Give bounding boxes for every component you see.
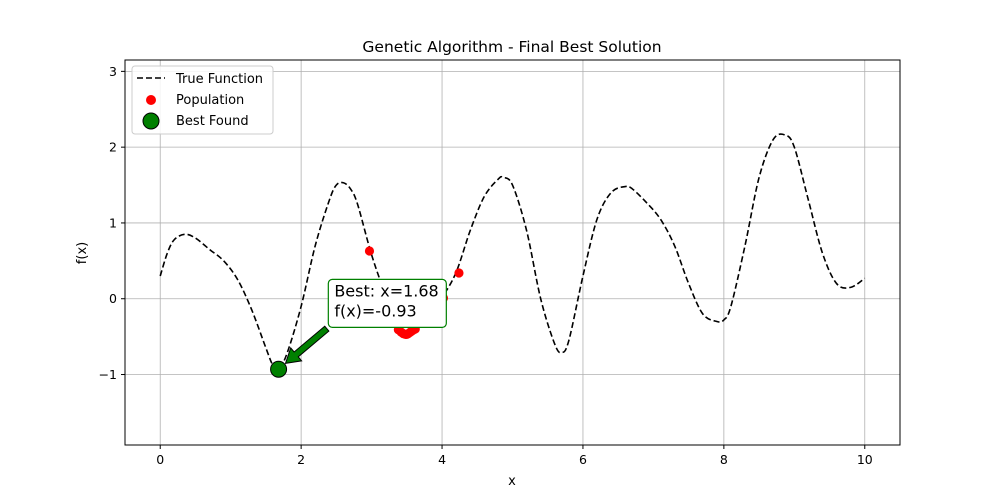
x-axis-label: x — [508, 474, 516, 489]
legend-best-found-swatch — [142, 112, 160, 130]
legend-population-label: Population — [176, 93, 244, 108]
annotation-line-1: Best: x=1.68 — [334, 281, 438, 300]
population-point — [454, 268, 464, 278]
legend-frame — [131, 65, 274, 135]
x-tick-label: 2 — [297, 452, 305, 467]
y-tick-label: 0 — [109, 291, 117, 306]
annotation-arrow — [284, 325, 330, 365]
x-tick-label: 0 — [156, 452, 164, 467]
y-axis-label: f(x) — [75, 242, 90, 264]
population-point — [364, 246, 375, 256]
x-tick-label: 8 — [720, 452, 728, 467]
legend: True Function Population Best Found — [131, 65, 274, 135]
y-tick-label: 3 — [109, 64, 117, 79]
best-found-marker — [270, 360, 288, 378]
chart-title: Genetic Algorithm - Final Best Solution — [362, 38, 661, 56]
annotation-box — [327, 278, 447, 328]
best-annotation: Best: x=1.68 f(x)=-0.93 — [284, 278, 447, 365]
y-tick-label: 1 — [109, 215, 117, 230]
x-axis-ticks: 0 2 4 6 8 10 — [156, 445, 873, 467]
x-tick-label: 4 — [438, 452, 446, 467]
true-function-line — [159, 133, 866, 371]
y-tick-label: 2 — [109, 140, 117, 155]
plot-area-frame — [124, 59, 901, 446]
x-tick-label: 10 — [857, 452, 873, 467]
x-tick-label: 6 — [579, 452, 587, 467]
grid — [125, 60, 900, 445]
y-tick-label: −1 — [99, 367, 117, 382]
legend-best-found-label: Best Found — [176, 114, 249, 129]
true-function-path — [159, 133, 866, 371]
best-found-marker-layer — [270, 360, 288, 378]
y-axis-ticks: −1 0 1 2 3 — [99, 64, 125, 382]
annotation-line-2: f(x)=-0.93 — [334, 301, 416, 320]
legend-true-function-label: True Function — [175, 72, 263, 87]
legend-population-swatch — [146, 95, 156, 105]
